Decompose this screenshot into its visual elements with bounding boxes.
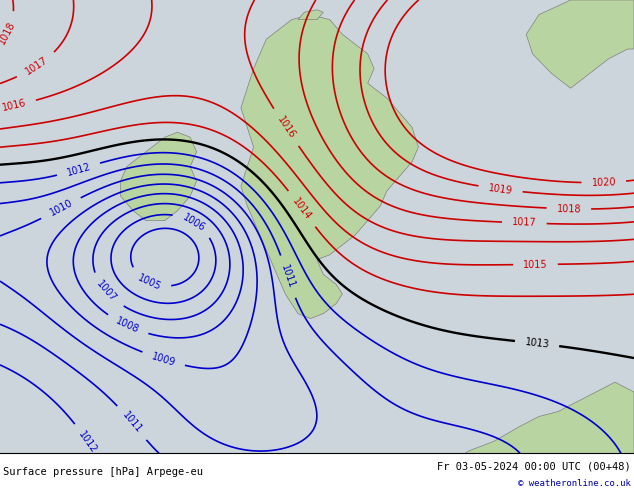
Text: 1009: 1009	[150, 351, 177, 368]
Text: 1016: 1016	[275, 115, 297, 140]
Text: 1012: 1012	[65, 161, 92, 177]
Text: 1019: 1019	[488, 183, 514, 196]
Text: 1012: 1012	[77, 429, 99, 455]
Polygon shape	[526, 0, 634, 88]
Text: © weatheronline.co.uk: © weatheronline.co.uk	[518, 479, 631, 488]
Text: 1007: 1007	[94, 279, 119, 304]
Text: 1011: 1011	[280, 264, 297, 290]
Text: 1018: 1018	[557, 203, 581, 214]
Text: 1015: 1015	[523, 259, 548, 270]
Text: 1014: 1014	[290, 196, 313, 221]
Text: 1006: 1006	[181, 212, 207, 233]
Text: Surface pressure [hPa] Arpege-eu: Surface pressure [hPa] Arpege-eu	[3, 466, 203, 477]
Text: 1013: 1013	[524, 337, 550, 350]
Text: 1018: 1018	[0, 19, 17, 46]
Text: Fr 03-05-2024 00:00 UTC (00+48): Fr 03-05-2024 00:00 UTC (00+48)	[437, 462, 631, 472]
Polygon shape	[241, 15, 418, 318]
Text: 1008: 1008	[114, 316, 141, 336]
Bar	[0, 453, 634, 490]
Text: 1011: 1011	[120, 410, 144, 435]
Polygon shape	[380, 382, 634, 490]
Text: 1016: 1016	[1, 98, 27, 113]
Text: 1017: 1017	[512, 218, 537, 228]
Polygon shape	[298, 10, 323, 20]
Text: 1005: 1005	[136, 272, 163, 292]
Polygon shape	[120, 132, 197, 220]
Text: 1010: 1010	[48, 198, 74, 218]
Text: 1020: 1020	[592, 177, 616, 188]
Text: 1017: 1017	[23, 55, 49, 77]
